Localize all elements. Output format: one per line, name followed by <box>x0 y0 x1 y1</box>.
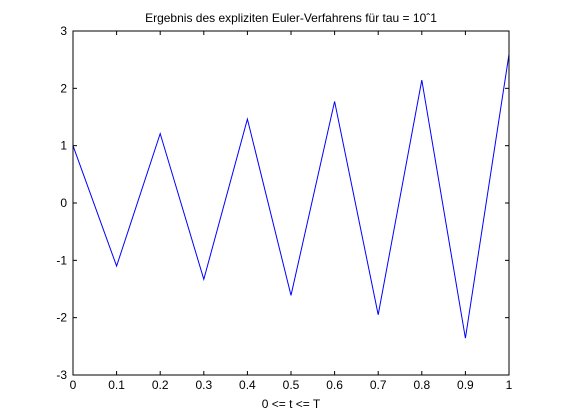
x-tick-label: 0.3 <box>195 378 212 392</box>
data-point <box>247 118 248 119</box>
x-tick-label: 0.6 <box>326 378 343 392</box>
y-tick-label: -2 <box>56 311 67 325</box>
x-tick-label: 0.4 <box>239 378 256 392</box>
plot-area <box>73 31 509 375</box>
chart-title: Ergebnis des expliziten Euler-Verfahrens… <box>145 11 437 25</box>
data-point <box>465 338 466 339</box>
data-point <box>378 314 379 315</box>
data-point <box>203 279 204 280</box>
x-tick-label: 0.2 <box>152 378 169 392</box>
data-point <box>160 133 161 134</box>
x-tick-label: 0 <box>70 378 77 392</box>
data-point <box>334 101 335 102</box>
series-layer <box>72 54 510 339</box>
x-tick-label: 0.7 <box>370 378 387 392</box>
y-tick-label: 3 <box>60 24 67 38</box>
x-tick-label: 0.9 <box>457 378 474 392</box>
series-line-0 <box>72 54 510 339</box>
y-tick-label: 1 <box>60 139 67 153</box>
x-axis-label: 0 <= t <= T <box>262 397 321 411</box>
data-point <box>421 80 422 81</box>
x-tick-label: 1 <box>506 378 513 392</box>
x-tick-label: 0.1 <box>108 378 125 392</box>
y-tick-label: 0 <box>60 196 67 210</box>
y-tick-label: -3 <box>56 368 67 382</box>
x-tick-label: 0.5 <box>283 378 300 392</box>
data-point <box>116 265 117 266</box>
x-tick-label: 0.8 <box>413 378 430 392</box>
y-tick-label: -1 <box>56 253 67 267</box>
ticks-layer: 0 0.1 0.2 0.3 0.4 0.5 0.6 0.7 0.8 0.9 1 -3 -2 -1 0 1 2 3 <box>56 24 512 392</box>
y-tick-label: 2 <box>60 81 67 95</box>
data-point <box>290 295 291 296</box>
